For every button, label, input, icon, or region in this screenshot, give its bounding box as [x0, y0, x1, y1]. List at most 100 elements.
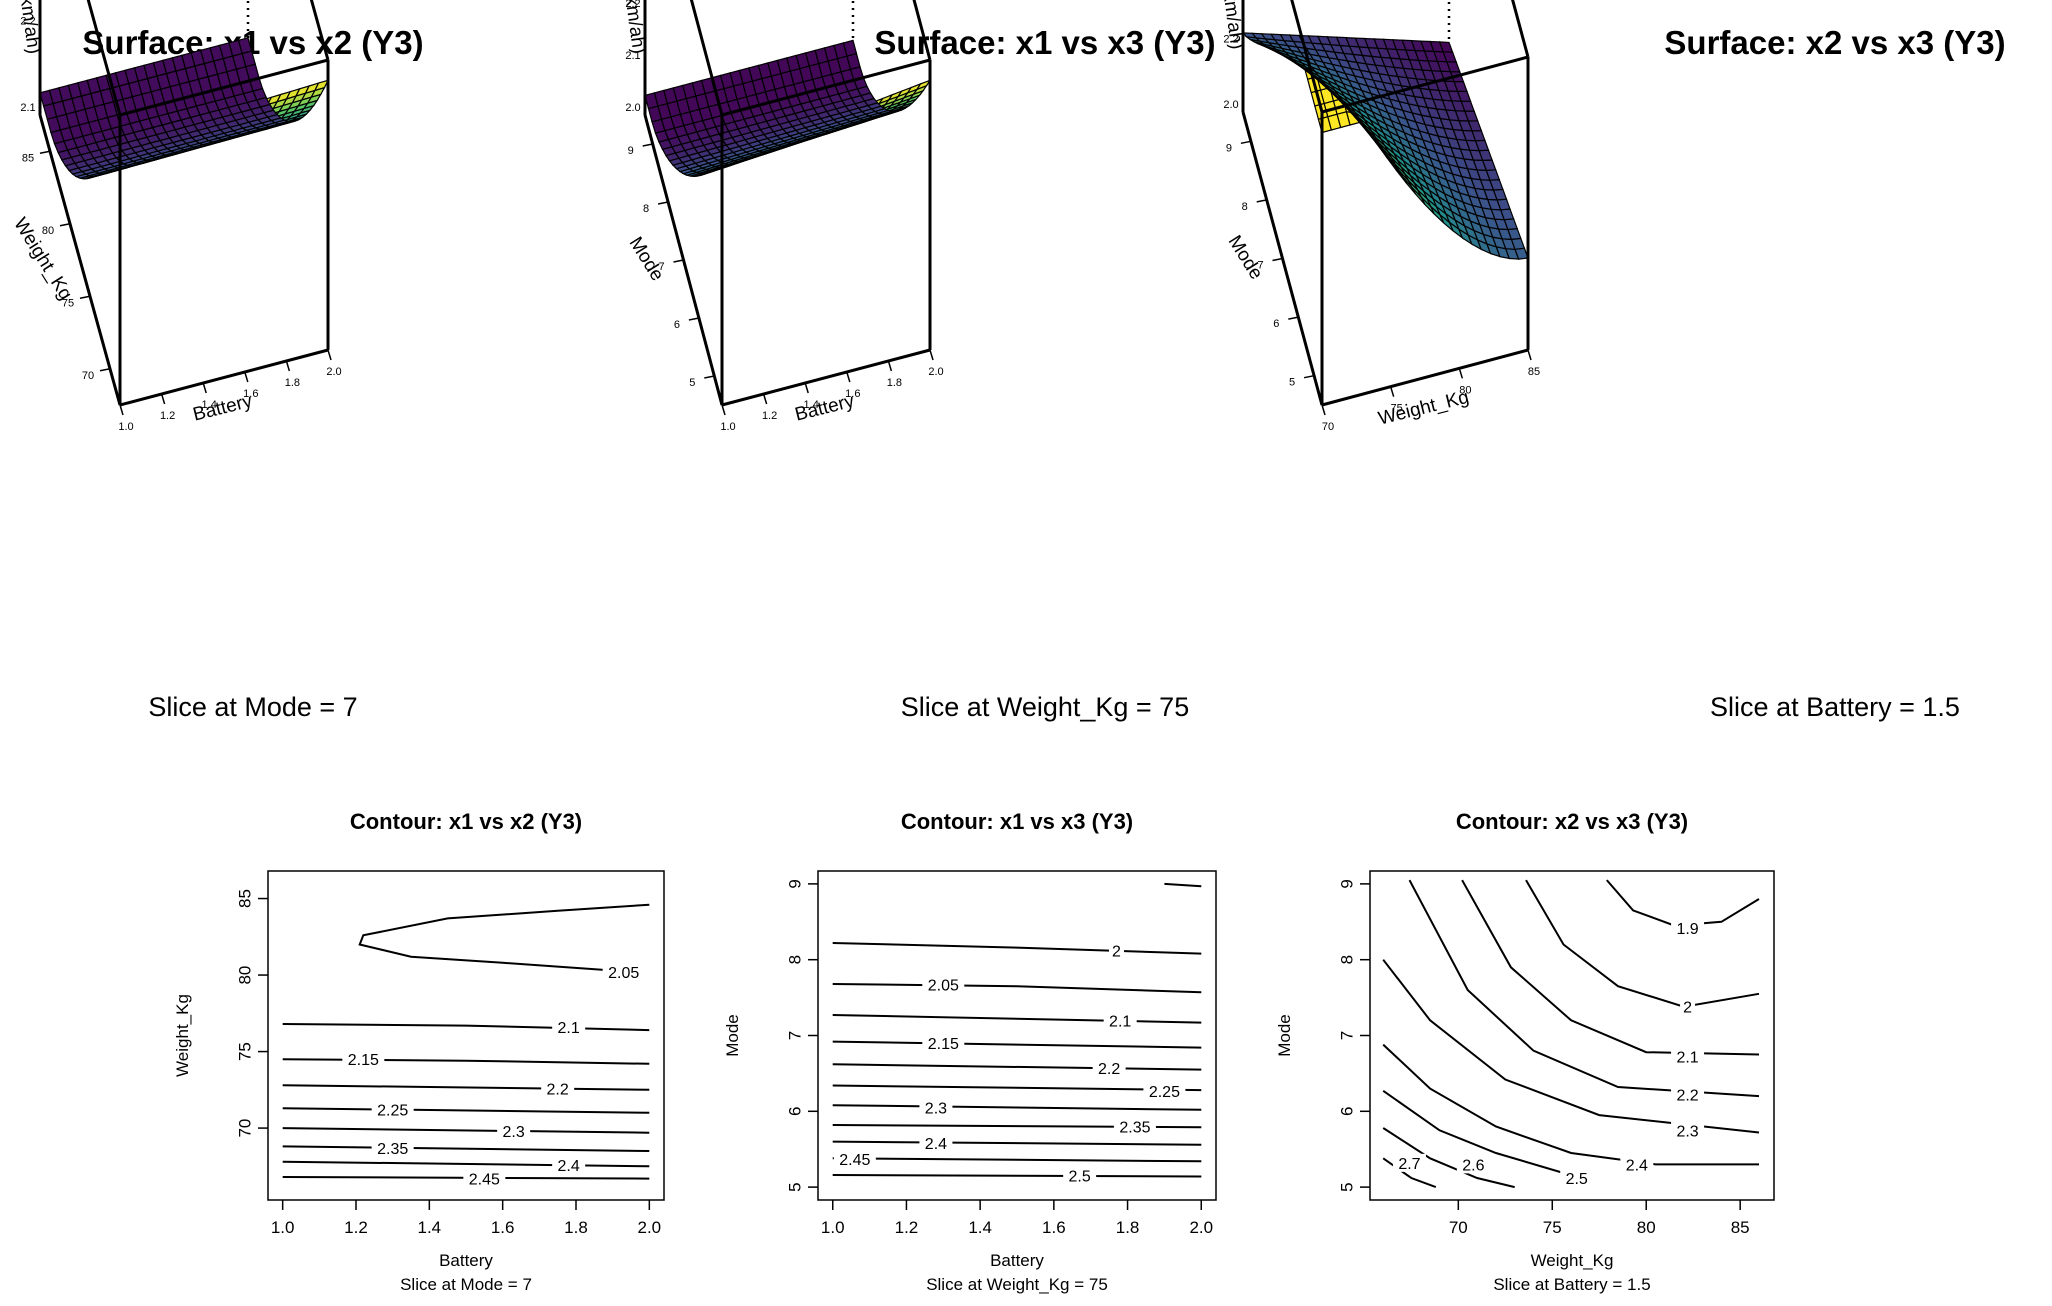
contour-label-bg — [1392, 1153, 1426, 1172]
y-tick — [1256, 199, 1267, 203]
y-axis-label: Weight_Kg — [173, 994, 192, 1077]
y-tick — [688, 317, 700, 321]
y-tick — [704, 375, 715, 379]
contour-label: 2.5 — [1566, 1171, 1588, 1188]
z-tick-label: 2.1 — [20, 102, 35, 114]
surface-row: Surface: x1 vs x2 (Y3)1.01.21.41.61.82.0… — [3, 0, 2006, 433]
contour-label-bg — [922, 1034, 965, 1053]
y-tick-label: 9 — [1337, 879, 1356, 888]
contour-line — [1408, 879, 1760, 1098]
contour-title: Contour: x2 vs x3 (Y3) — [1456, 809, 1688, 834]
contour-label-bg — [1671, 1085, 1705, 1104]
box-edge — [119, 348, 329, 407]
contour-label: 1.9 — [1676, 921, 1698, 938]
x-tick — [929, 349, 934, 361]
x-tick — [846, 371, 851, 383]
y-tick-label: 70 — [82, 370, 94, 382]
x-tick-label: 1.0 — [821, 1218, 845, 1237]
contour-label: 2.05 — [928, 978, 959, 995]
contour-label-bg — [1671, 918, 1705, 937]
y-tick-label: 6 — [785, 1107, 804, 1116]
y-tick-label: 7 — [1337, 1031, 1356, 1040]
contour-label-bg — [552, 1018, 586, 1037]
contour-label-bg — [1620, 1155, 1654, 1174]
surface-plot-3: Surface: x2 vs x3 (Y3)70758085Weight_Kg5… — [1206, 0, 2006, 433]
y-tick-label: 80 — [235, 966, 254, 985]
contour-label-bg — [922, 975, 965, 994]
x-axis-label: Weight_Kg — [1531, 1251, 1614, 1270]
x-tick-label: 1.2 — [344, 1218, 368, 1237]
x-tick-label: 85 — [1731, 1218, 1750, 1237]
y-axis-label: Mode — [723, 1014, 742, 1057]
y-tick-label: 7 — [658, 261, 664, 273]
x-tick-label: 1.6 — [491, 1218, 515, 1237]
x-tick-label: 1.0 — [720, 421, 735, 433]
box-edge — [1321, 55, 1529, 114]
contour-label: 2.2 — [1676, 1088, 1698, 1105]
x-tick-label: 1.2 — [160, 410, 175, 422]
x-tick — [119, 404, 124, 416]
x-tick — [1458, 368, 1464, 379]
contour-line — [1382, 1089, 1581, 1179]
surface-title: Surface: x2 vs x3 (Y3) — [1664, 24, 2005, 61]
z-tick-label: 2.2 — [625, 0, 640, 10]
contour-label: 2.2 — [547, 1081, 569, 1098]
contour-line — [282, 1107, 650, 1114]
contour-label: 2.35 — [1119, 1119, 1150, 1136]
y-tick-label: 9 — [1226, 142, 1232, 154]
contour-line — [282, 1023, 650, 1032]
x-axis-subtitle: Slice at Battery = 1.5 — [1493, 1275, 1650, 1294]
x-tick-label: 2.0 — [1189, 1218, 1213, 1237]
contour-label: 2.45 — [839, 1152, 870, 1169]
y-tick — [657, 201, 669, 205]
x-tick-label: 2.0 — [326, 366, 341, 378]
x-tick — [1321, 404, 1326, 416]
contour-label: 2.4 — [1626, 1157, 1648, 1174]
x-tick — [202, 382, 207, 394]
box-edge — [1321, 348, 1529, 407]
x-tick-label: 85 — [1528, 366, 1540, 378]
contour-label-bg — [463, 1169, 506, 1188]
z-tick-label: 2.2 — [1223, 33, 1238, 45]
contour-label: 2.7 — [1398, 1156, 1420, 1173]
y-tick-label: 85 — [22, 152, 34, 164]
contour-line — [282, 1160, 650, 1168]
contour-label-bg — [919, 1098, 953, 1117]
contour-label: 2.1 — [1109, 1013, 1131, 1030]
x-tick-label: 1.0 — [271, 1218, 295, 1237]
contour-label: 2 — [1112, 944, 1121, 961]
contour-line — [282, 1084, 650, 1091]
contour-label-bg — [1143, 1081, 1186, 1100]
y-tick-label: 9 — [785, 879, 804, 888]
x-tick — [887, 360, 893, 372]
contour-label: 2.1 — [558, 1020, 580, 1037]
contour-line — [1164, 882, 1202, 888]
contour-label: 2 — [1683, 1000, 1692, 1017]
box-edge — [309, 0, 330, 61]
contour-plot-1: Contour: x1 vs x2 (Y3) 1.0 1.2 1.4 1.6 1.8 2.0… — [173, 809, 665, 1294]
x-tick-label: 1.6 — [243, 388, 258, 400]
contour-plot-3: Contour: x2 vs x3 (Y3) 70 75 80 85 5 6 7 8 9 Weigh… — [1275, 809, 1775, 1294]
y-tick-label: 5 — [689, 377, 695, 389]
contour-label-bg — [1103, 1011, 1137, 1030]
surface-title: Surface: x1 vs x3 (Y3) — [874, 24, 1215, 61]
surface-plot-2: Surface: x1 vs x3 (Y3) 1.0 1.2 1.4 1.6 1.8 2.0… — [608, 0, 1216, 433]
y-tick-label: 5 — [1289, 377, 1295, 389]
contour-label-bg — [1671, 1047, 1705, 1066]
x-axis-subtitle: Slice at Mode = 7 — [400, 1275, 532, 1294]
surface-mesh — [644, 39, 932, 178]
y-tick-label: 6 — [674, 319, 680, 331]
y-tick-label: 6 — [1337, 1107, 1356, 1116]
y-tick — [673, 259, 684, 263]
contour-label: 2.3 — [1676, 1123, 1698, 1140]
surface-mesh — [1241, 32, 1529, 260]
contour-label: 2.1 — [1676, 1050, 1698, 1067]
x-tick-label: 1.4 — [418, 1218, 442, 1237]
contour-label-bg — [1113, 1117, 1156, 1136]
x-tick — [1527, 349, 1532, 361]
x-tick-label: 1.2 — [762, 410, 777, 422]
contour-label-bg — [1092, 1059, 1126, 1078]
contour-line — [832, 942, 1202, 955]
y-tick — [99, 368, 111, 372]
